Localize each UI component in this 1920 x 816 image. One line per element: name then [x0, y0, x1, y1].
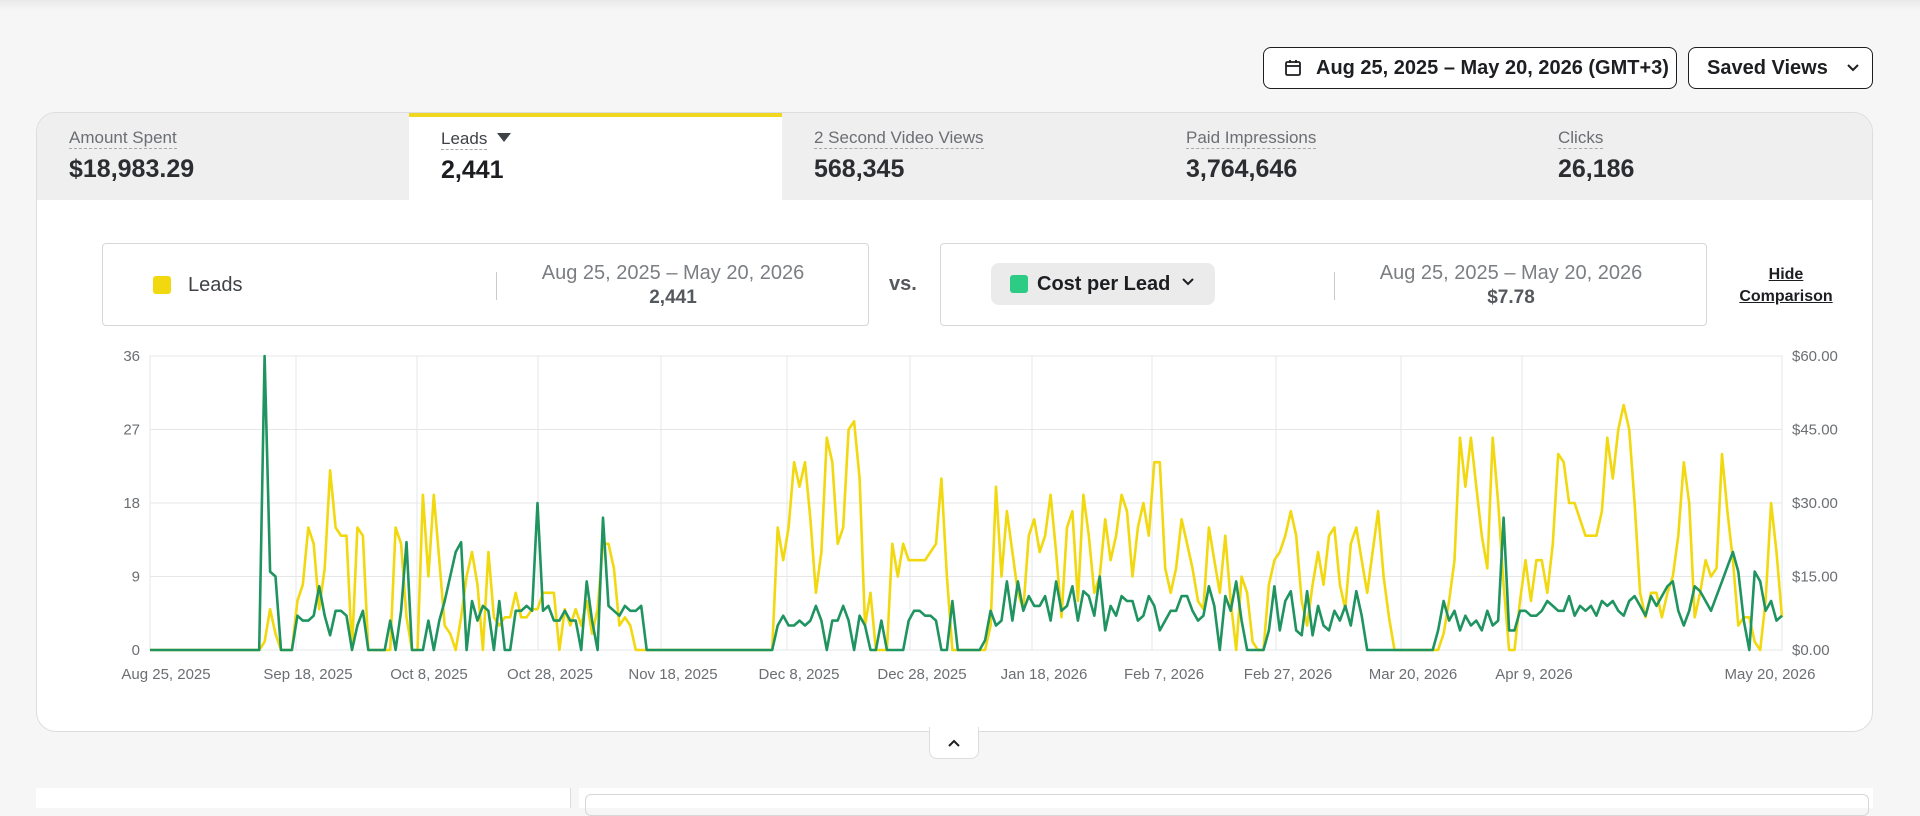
- chevron-up-icon: [948, 739, 960, 747]
- y-right-tick-label: $0.00: [1792, 642, 1830, 659]
- y-left-tick-label: 36: [123, 348, 140, 365]
- hide-comparison-link[interactable]: Hide Comparison: [1731, 264, 1841, 308]
- x-tick-label: Aug 25, 2025: [121, 666, 210, 683]
- divider: [496, 272, 497, 300]
- tab-label: Clicks: [1558, 128, 1604, 149]
- tab-video-views[interactable]: 2 Second Video Views 568,345: [782, 113, 1154, 200]
- x-tick-label: Oct 28, 2025: [507, 666, 593, 683]
- tab-value: 568,345: [814, 155, 905, 183]
- tab-value: 26,186: [1558, 155, 1635, 183]
- x-tick-label: Apr 9, 2026: [1495, 666, 1573, 683]
- calendar-icon: [1285, 60, 1301, 76]
- y-left-tick-label: 27: [123, 422, 140, 439]
- chevron-down-icon: [1182, 278, 1194, 286]
- collapse-chart-button[interactable]: [929, 727, 979, 759]
- date-range-button[interactable]: Aug 25, 2025 – May 20, 2026 (GMT+3): [1263, 47, 1677, 89]
- x-tick-label: Mar 20, 2026: [1369, 666, 1457, 683]
- primary-value: 2,441: [649, 287, 697, 308]
- x-tick-label: Dec 28, 2025: [877, 666, 966, 683]
- leads-cost-chart: 0 $0.00 9 $15.00 18 $30.00 27 $45.00 36 $60.00 Aug…: [121, 348, 1838, 683]
- leads-swatch: [153, 276, 171, 294]
- saved-views-button[interactable]: Saved Views: [1688, 47, 1873, 89]
- divider: [1334, 272, 1335, 300]
- primary-metric-label: Leads: [188, 274, 243, 296]
- tab-paid-impressions[interactable]: Paid Impressions 3,764,646: [1154, 113, 1526, 200]
- y-left-tick-label: 9: [132, 569, 140, 586]
- chart-ticks: 0 $0.00 9 $15.00 18 $30.00 27 $45.00 36 $60.00 Aug…: [121, 348, 1838, 683]
- secondary-metric-box: Cost per Lead Aug 25, 2025 – May 20, 202…: [940, 243, 1707, 326]
- lower-right-panel: [579, 788, 1873, 816]
- tab-label: Amount Spent: [69, 128, 177, 149]
- x-tick-label: Sep 18, 2025: [263, 666, 352, 683]
- chart-lines: [150, 354, 1784, 652]
- tab-amount-spent[interactable]: Amount Spent $18,983.29: [37, 113, 409, 200]
- tab-label: Paid Impressions: [1186, 128, 1317, 149]
- top-shadow: [0, 0, 1920, 10]
- lower-left-panel: [36, 788, 571, 808]
- y-right-tick-label: $30.00: [1792, 495, 1838, 512]
- caret-down-icon[interactable]: [497, 133, 512, 142]
- y-right-tick-label: $15.00: [1792, 569, 1838, 586]
- x-tick-label: Dec 8, 2025: [759, 666, 840, 683]
- metric-tabs: Amount Spent $18,983.29 Leads 2,441 2 Se…: [37, 113, 1872, 200]
- hide-comparison-line1: Hide: [1768, 266, 1804, 283]
- secondary-metric-label: Cost per Lead: [1037, 273, 1171, 295]
- tab-value: 2,441: [441, 156, 504, 184]
- tab-clicks[interactable]: Clicks 26,186: [1526, 113, 1872, 200]
- tab-value: $18,983.29: [69, 155, 195, 183]
- y-left-tick-label: 18: [123, 495, 140, 512]
- y-left-tick-label: 0: [132, 642, 140, 659]
- tab-leads[interactable]: Leads 2,441: [409, 113, 782, 200]
- secondary-metric-select[interactable]: Cost per Lead: [991, 263, 1215, 305]
- x-tick-label: Feb 27, 2026: [1244, 666, 1332, 683]
- chevron-down-icon: [1847, 64, 1859, 72]
- date-range-label: Aug 25, 2025 – May 20, 2026 (GMT+3): [1316, 56, 1669, 79]
- primary-range: Aug 25, 2025 – May 20, 2026: [541, 262, 805, 284]
- saved-views-label: Saved Views: [1707, 56, 1828, 79]
- y-right-tick-label: $45.00: [1792, 422, 1838, 439]
- tab-label: Leads: [441, 129, 488, 150]
- x-tick-label: Oct 8, 2025: [390, 666, 468, 683]
- x-tick-label: Jan 18, 2026: [1001, 666, 1088, 683]
- hide-comparison-line2: Comparison: [1739, 288, 1833, 305]
- secondary-value: $7.78: [1487, 287, 1535, 308]
- chart-grid: [149, 355, 1783, 651]
- primary-metric-box: Leads Aug 25, 2025 – May 20, 2026 2,441: [102, 243, 869, 326]
- tab-value: 3,764,646: [1186, 155, 1298, 183]
- cost-per-lead-swatch: [1010, 275, 1028, 293]
- x-tick-label: Nov 18, 2025: [628, 666, 717, 683]
- tab-label: 2 Second Video Views: [814, 128, 984, 149]
- secondary-range: Aug 25, 2025 – May 20, 2026: [1379, 262, 1643, 284]
- y-right-tick-label: $60.00: [1792, 348, 1838, 365]
- vs-label: vs.: [889, 273, 917, 295]
- x-tick-label: May 20, 2026: [1725, 666, 1816, 683]
- metrics-card: Amount Spent $18,983.29 Leads 2,441 2 Se…: [36, 112, 1873, 732]
- cost-per-lead-line: [150, 354, 1783, 652]
- x-tick-label: Feb 7, 2026: [1124, 666, 1204, 683]
